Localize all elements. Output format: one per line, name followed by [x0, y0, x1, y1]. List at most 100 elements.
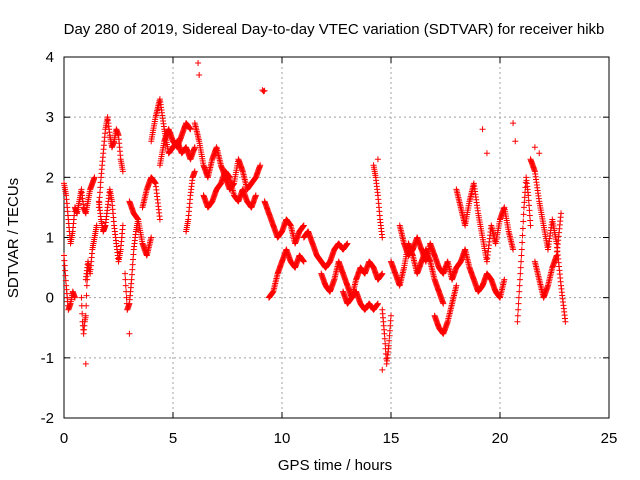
data-point: [386, 332, 393, 339]
data-point: [96, 189, 103, 196]
data-point: [387, 322, 394, 329]
data-point: [122, 276, 129, 283]
data-point: [156, 216, 163, 223]
data-point: [96, 194, 103, 201]
data-point: [344, 240, 351, 247]
data-point: [97, 184, 104, 191]
data-point: [516, 276, 523, 283]
data-point: [440, 300, 447, 307]
chart-title: Day 280 of 2019, Sidereal Day-to-day VTE…: [64, 21, 605, 38]
data-point: [525, 197, 532, 204]
x-tick-label: 0: [60, 430, 68, 447]
data-point: [516, 282, 523, 289]
data-point: [518, 246, 525, 253]
data-point: [129, 266, 136, 273]
data-point: [128, 271, 135, 278]
data-point: [62, 277, 69, 284]
data-point: [83, 282, 90, 289]
x-tick-label: 25: [601, 430, 618, 447]
y-tick-label: 2: [46, 169, 54, 186]
data-point: [257, 162, 264, 169]
data-point: [252, 192, 259, 199]
data-point: [300, 258, 307, 265]
data-point: [123, 294, 130, 301]
data-point: [527, 222, 534, 229]
y-tick-label: 0: [46, 290, 54, 307]
data-point: [483, 150, 490, 157]
data-point: [379, 270, 386, 277]
data-point: [83, 292, 90, 299]
data-point: [515, 306, 522, 313]
data-point: [526, 202, 533, 209]
data-point: [514, 312, 521, 319]
data-point: [122, 282, 129, 289]
data-point: [191, 144, 198, 151]
data-point: [558, 210, 565, 217]
y-tick-label: -1: [41, 350, 54, 367]
data-point: [515, 300, 522, 307]
data-point: [122, 270, 129, 277]
data-point: [526, 212, 533, 219]
data-point: [382, 340, 389, 347]
data-point: [300, 222, 307, 229]
data-point: [521, 194, 528, 201]
data-point: [119, 222, 126, 229]
data-point: [128, 276, 135, 283]
data-point: [479, 126, 486, 133]
data-point: [93, 222, 100, 229]
data-point: [531, 144, 538, 151]
x-tick-label: 5: [169, 430, 177, 447]
data-point: [516, 288, 523, 295]
data-point: [520, 211, 527, 218]
ticks: [63, 56, 610, 419]
y-tick-label: 1: [46, 230, 54, 247]
data-point: [130, 251, 137, 258]
data-point: [195, 60, 202, 67]
data-point: [381, 335, 388, 342]
data-point: [62, 267, 69, 274]
data-point: [519, 225, 526, 232]
data-point: [97, 179, 104, 186]
x-tick-labels: 0 5 10 15 20 25: [60, 430, 618, 447]
y-axis-label: SDTVAR / TECUs: [5, 178, 22, 298]
data-point: [62, 272, 69, 279]
x-tick-label: 10: [274, 430, 291, 447]
data-point: [129, 261, 136, 268]
data-point: [148, 234, 155, 241]
data-point: [91, 174, 98, 181]
data-point: [78, 294, 85, 301]
data-point: [514, 318, 521, 325]
data-point: [82, 360, 89, 367]
x-tick-label: 15: [383, 430, 400, 447]
data-point: [260, 88, 267, 95]
x-axis-label: GPS time / hours: [278, 457, 392, 474]
data-point: [379, 234, 386, 241]
x-tick-label: 20: [492, 430, 509, 447]
y-tick-label: 4: [46, 49, 54, 66]
data-point: [119, 168, 126, 175]
data-point: [191, 168, 198, 175]
data-point: [374, 300, 381, 307]
data-point: [510, 246, 517, 253]
data-point: [517, 270, 524, 277]
data-point: [61, 262, 68, 269]
data-point: [527, 217, 534, 224]
data-point: [453, 282, 460, 289]
data-point: [526, 207, 533, 214]
data-point: [517, 264, 524, 271]
data-point: [187, 126, 194, 133]
data-point: [387, 317, 394, 324]
data-point: [385, 342, 392, 349]
data-point: [386, 337, 393, 344]
y-tick-labels: -2 -1 0 1 2 3 4: [41, 49, 54, 427]
data-point: [381, 330, 388, 337]
data-point: [126, 330, 133, 337]
data-point: [510, 120, 517, 127]
data-point: [518, 258, 525, 265]
data-point: [71, 294, 78, 301]
data-point: [525, 192, 532, 199]
data-point: [130, 256, 137, 263]
data-point: [388, 312, 394, 319]
data-point: [521, 199, 528, 206]
